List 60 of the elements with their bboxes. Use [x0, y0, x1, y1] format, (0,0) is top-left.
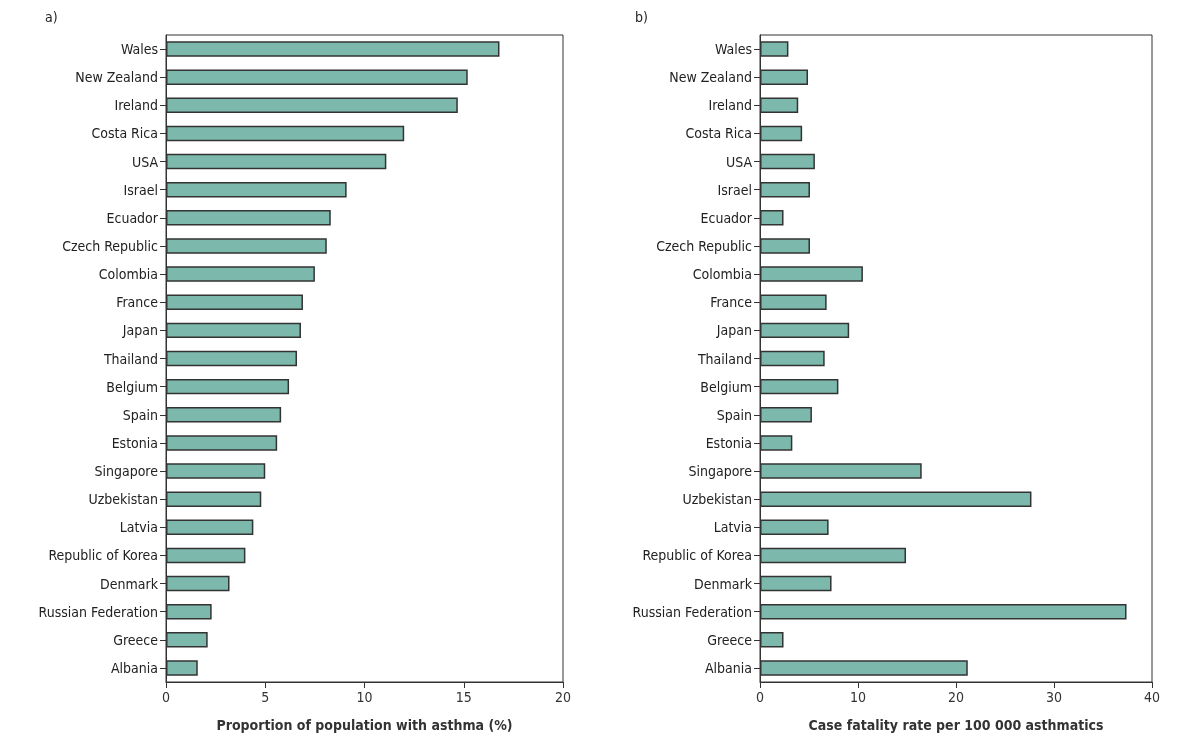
y-tick-label: Wales — [714, 41, 752, 58]
y-tick-label: Ireland — [114, 97, 158, 114]
y-tick-label: Latvia — [713, 519, 752, 536]
y-tick-label: Singapore — [94, 463, 159, 480]
y-tick-label: Costa Rica — [685, 125, 752, 142]
x-tick-label: 30 — [1045, 689, 1063, 705]
y-tick-label: Singapore — [688, 463, 753, 480]
y-tick-label: Japan — [715, 322, 752, 339]
y-tick-label: Thailand — [696, 350, 752, 367]
text: a) — [45, 9, 58, 25]
y-tick-label: Estonia — [111, 434, 158, 451]
x-tick-label: 10 — [356, 689, 373, 705]
y-tick-label: Albania — [704, 659, 752, 676]
y-tick-label: Russian Federation — [632, 603, 752, 620]
y-tick-label: Uzbekistan — [682, 491, 752, 508]
y-tick-label: Ecuador — [700, 209, 753, 226]
y-tick-label: Greece — [707, 631, 753, 648]
y-tick-label: Albania — [110, 659, 158, 676]
x-tick-label: 0 — [161, 689, 171, 705]
x-axis-title: Case fatality rate per 100 000 asthmatics — [808, 717, 1104, 733]
y-tick-label: Costa Rica — [91, 125, 158, 142]
y-tick-label: Belgium — [700, 378, 752, 395]
y-tick-label: Russian Federation — [38, 603, 158, 620]
y-tick-label: Japan — [121, 322, 158, 339]
y-tick-label: USA — [131, 153, 159, 170]
y-tick-label: Republic of Korea — [48, 547, 158, 564]
y-tick-label: Belgium — [106, 378, 158, 395]
y-tick-label: Ecuador — [106, 209, 159, 226]
y-tick-label: Republic of Korea — [642, 547, 752, 564]
y-tick-label: Denmark — [100, 575, 159, 592]
y-tick-label: Latvia — [119, 519, 158, 536]
y-tick-label: New Zealand — [669, 69, 752, 86]
y-tick-label: USA — [725, 153, 753, 170]
y-tick-label: Greece — [113, 631, 159, 648]
y-tick-label: Colombia — [692, 266, 752, 283]
y-tick-label: France — [116, 294, 159, 311]
y-tick-label: Czech Republic — [62, 237, 159, 254]
x-tick-label: 20 — [947, 689, 965, 705]
y-tick-label: Israel — [717, 181, 752, 198]
y-tick-label: Uzbekistan — [88, 491, 158, 508]
y-tick-label: Colombia — [98, 266, 158, 283]
y-tick-label: New Zealand — [75, 69, 158, 86]
y-tick-label: Spain — [122, 406, 158, 423]
text: b) — [635, 9, 648, 25]
y-tick-label: Israel — [123, 181, 158, 198]
x-tick-label: 40 — [1143, 689, 1161, 705]
x-tick-label: 15 — [455, 689, 472, 705]
y-tick-label: Ireland — [708, 97, 752, 114]
y-tick-label: Wales — [120, 41, 158, 58]
y-tick-label: Denmark — [694, 575, 753, 592]
y-tick-label: France — [710, 294, 753, 311]
y-tick-label: Spain — [716, 406, 752, 423]
y-tick-label: Thailand — [102, 350, 158, 367]
x-tick-label: 5 — [261, 689, 270, 705]
y-tick-label: Czech Republic — [656, 237, 753, 254]
x-tick-label: 20 — [554, 689, 572, 705]
x-axis-title: Proportion of population with asthma (%) — [216, 717, 513, 733]
x-tick-label: 0 — [755, 689, 765, 705]
y-tick-label: Estonia — [705, 434, 752, 451]
x-tick-label: 10 — [849, 689, 867, 705]
